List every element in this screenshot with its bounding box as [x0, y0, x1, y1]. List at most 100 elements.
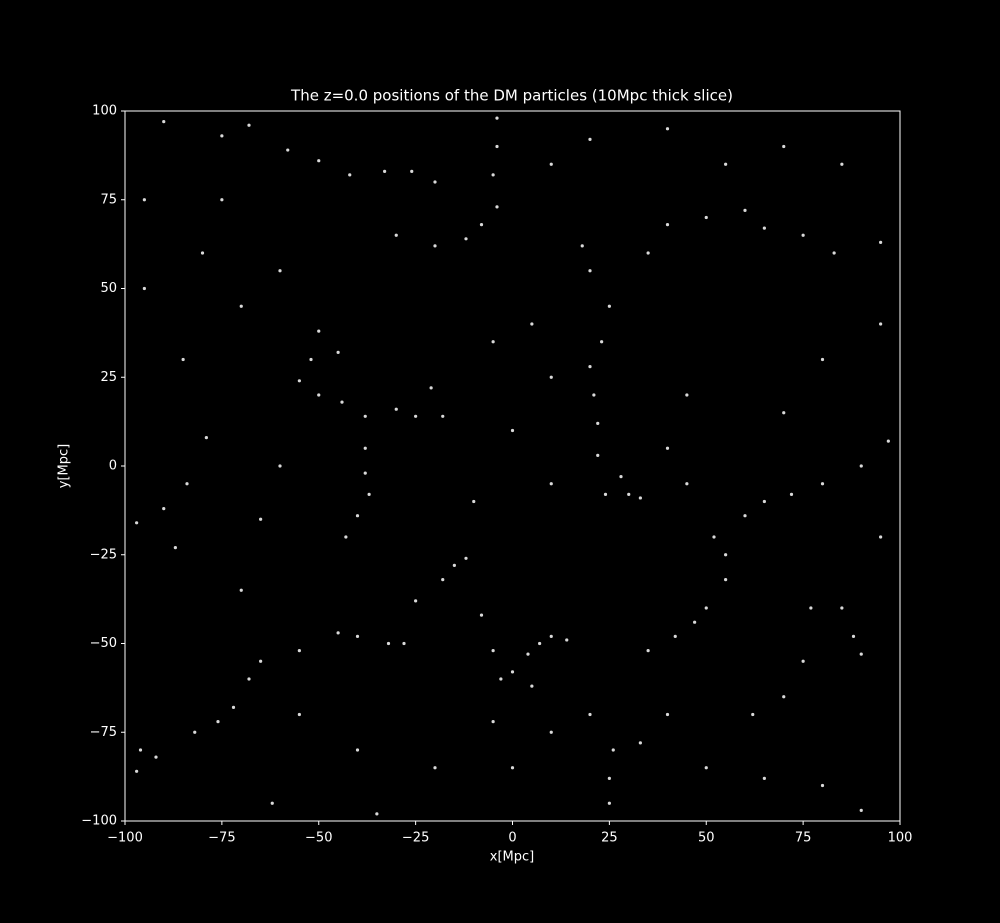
particle [200, 251, 205, 255]
particle [762, 499, 766, 504]
particle [646, 649, 650, 653]
particle [317, 393, 321, 397]
particle [173, 546, 177, 550]
particle [433, 766, 437, 770]
particle [363, 414, 367, 418]
y-tick-label: 25 [100, 370, 117, 385]
particle [801, 659, 805, 663]
particle [142, 198, 146, 202]
particle [297, 649, 301, 653]
particle [479, 613, 484, 617]
particle [297, 379, 301, 383]
particle [375, 812, 379, 816]
particle [491, 340, 495, 344]
particle [270, 801, 274, 805]
particle [491, 173, 495, 177]
particle [433, 180, 437, 184]
particle [782, 411, 786, 415]
particle [317, 329, 321, 333]
particle [580, 244, 584, 248]
particle [220, 134, 224, 138]
particle [665, 712, 670, 717]
particle [549, 162, 553, 166]
particle [464, 556, 468, 560]
particle [607, 801, 611, 805]
particle [665, 223, 670, 227]
particle [607, 304, 611, 308]
particle [317, 159, 321, 163]
y-axis-label: y[Mpc] [57, 444, 72, 488]
particle [142, 286, 146, 291]
particle [600, 340, 604, 344]
particle [762, 776, 766, 781]
particle [685, 393, 689, 397]
particle [433, 244, 437, 248]
particle [549, 730, 553, 734]
particle [278, 464, 282, 468]
particle [239, 588, 243, 592]
particle [840, 606, 844, 610]
particle [782, 695, 786, 699]
particle [414, 414, 418, 418]
particle [402, 641, 406, 646]
particle [162, 507, 166, 511]
particle [704, 766, 708, 770]
chart-title: The z=0.0 positions of the DM particles … [290, 87, 733, 105]
particle [220, 198, 224, 202]
particle [538, 641, 542, 646]
particle [646, 251, 650, 255]
particle [751, 712, 755, 717]
x-axis-label: x[Mpc] [490, 850, 534, 865]
particle [429, 386, 433, 390]
particle [441, 578, 445, 582]
particle [809, 606, 813, 610]
particle [627, 492, 631, 496]
particle [495, 205, 499, 209]
particle [336, 350, 340, 354]
particle [762, 226, 766, 230]
particle [530, 684, 534, 688]
particle [355, 748, 360, 752]
particle [259, 659, 263, 663]
x-tick-label: 75 [795, 831, 812, 846]
x-tick-label: −75 [208, 831, 235, 846]
y-tick-label: −75 [90, 725, 117, 740]
particle [479, 223, 484, 227]
y-tick-label: 75 [100, 192, 117, 207]
particle [820, 357, 825, 362]
particle [278, 269, 282, 273]
particle [363, 446, 367, 450]
particle [840, 162, 844, 166]
y-tick-label: 0 [109, 459, 117, 474]
particle [204, 436, 208, 440]
particle [619, 475, 623, 479]
particle [879, 322, 883, 326]
x-tick-label: 50 [698, 831, 715, 846]
particle [363, 471, 367, 475]
particle [414, 599, 418, 603]
particle [452, 563, 456, 568]
particle [491, 720, 495, 724]
particle [673, 634, 677, 639]
particle [638, 496, 642, 500]
particle [724, 578, 728, 582]
particle [355, 634, 360, 639]
x-tick-label: −50 [305, 831, 332, 846]
particle [154, 755, 158, 759]
particle [879, 535, 883, 539]
particle [724, 162, 728, 166]
particle [181, 357, 185, 362]
particle [510, 766, 515, 770]
particle [410, 169, 414, 173]
particle [565, 638, 569, 642]
particle [704, 215, 708, 220]
particle [510, 428, 515, 433]
particle [394, 233, 398, 237]
particle [693, 620, 697, 624]
particle [743, 514, 747, 518]
particle [348, 173, 352, 177]
particle [394, 407, 398, 411]
